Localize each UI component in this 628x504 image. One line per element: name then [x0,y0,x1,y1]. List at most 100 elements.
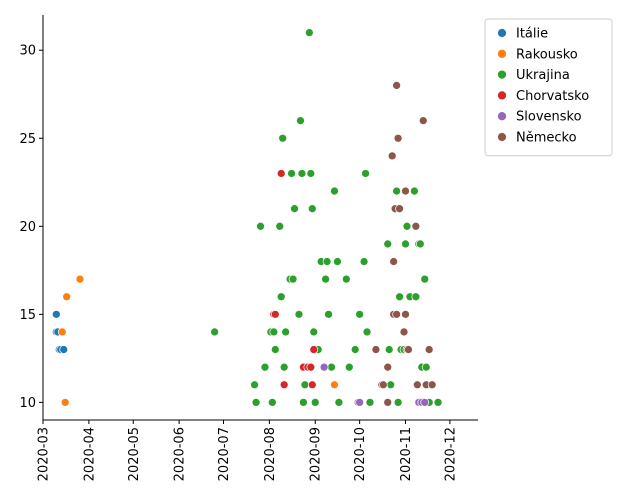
legend-marker [497,69,507,80]
point-nemecko [392,81,401,90]
y-ticks: 10 15 20 25 30 [19,44,43,411]
point-nemecko [418,116,428,126]
point-ukrajina [327,362,336,372]
point-nemecko [427,380,437,390]
point-ukrajina [330,186,339,196]
x-tick-label: 2020-03 [37,427,52,481]
point-ukrajina [270,345,280,354]
x-tick-label: 2020-09 [309,427,324,481]
point-ukrajina [384,345,394,354]
point-ukrajina [365,398,375,407]
point-nemecko [371,345,381,354]
point-nemecko [393,133,403,143]
point-ukrajina [290,204,299,214]
point-chorvatsko [270,309,280,319]
point-ukrajina [324,309,333,319]
point-ukrajina [350,345,360,354]
axes-layer [42,15,478,421]
point-slovensko [355,398,364,407]
point-ukrajina [333,257,342,266]
point-ukrajina [278,133,288,143]
point-nemecko [404,345,413,354]
legend-label: Chorvatsko [516,89,589,104]
point-ukrajina [383,239,393,249]
point-ukrajina [401,239,410,249]
point-ukrajina [287,169,296,178]
legend-label: Německo [516,131,577,146]
legend-label: Itálie [516,27,548,42]
point-slovensko [420,398,430,407]
point-chorvatsko [279,380,289,390]
point-ukrajina [269,327,279,337]
point-ukrajina [310,398,320,407]
point-ukrajina [341,274,351,284]
point-chorvatsko [307,380,317,390]
data-points-layer [51,28,443,407]
point-nemecko [392,309,401,319]
point-ukrajina [322,257,332,266]
point-ukrajina [288,274,298,284]
point-rakousko [62,292,72,302]
point-ukrajina [386,380,396,390]
point-ukrajina [275,221,285,231]
x-tick-label: 2020-08 [263,427,278,481]
legend-marker [497,28,507,38]
point-ukrajina [251,398,261,407]
point-ukrajina [359,257,369,266]
point-ukrajina [344,362,354,372]
x-tick-label: 2020-05 [127,427,142,481]
point-italie [51,309,61,319]
y-tick-label: 20 [19,220,36,235]
point-ukrajina [210,327,219,337]
point-ukrajina [433,398,443,407]
x-ticks: 2020-03 2020-04 2020-05 2020-06 2020-07 2020-… [37,420,458,481]
point-rakousko [57,327,67,337]
point-ukrajina [362,327,372,337]
point-ukrajina [267,398,277,407]
y-tick-label: 30 [19,44,36,59]
x-tick-label: 2020-12 [443,427,458,481]
point-chorvatsko [309,345,319,354]
legend-marker [497,132,507,142]
x-tick-label: 2020-04 [82,427,97,481]
point-nemecko [401,309,410,319]
point-ukrajina [395,292,404,302]
point-ukrajina [276,292,286,302]
point-ukrajina [297,169,307,178]
point-ukrajina [361,169,370,178]
point-nemecko [399,327,409,337]
point-nemecko [389,257,399,266]
point-ukrajina [420,274,430,284]
legend-marker [497,90,507,101]
point-ukrajina [410,186,419,196]
point-ukrajina [260,362,270,372]
legend-box [484,18,613,157]
point-ukrajina [334,398,344,407]
point-italie [59,345,69,354]
y-tick-label: 10 [19,396,36,411]
point-ukrajina [355,309,364,319]
point-ukrajina [250,380,259,390]
legend-label: Slovensko [516,110,582,125]
point-slovensko [319,362,329,372]
point-rakousko [60,398,70,407]
point-chorvatsko [306,362,316,372]
x-tick-label: 2020-11 [399,427,414,481]
point-ukrajina [306,169,316,178]
point-nemecko [412,380,422,390]
legend-label: Ukrajina [516,68,570,83]
point-nemecko [424,345,434,354]
point-nemecko [383,362,393,372]
point-rakousko [330,380,339,390]
point-nemecko [378,380,388,390]
legend: Itálie Rakousko Ukrajina Chorvatsko Slovensk… [484,18,613,157]
point-ukrajina [281,327,291,337]
y-tick-label: 15 [19,308,36,323]
legend-marker [497,111,507,122]
point-ukrajina [415,239,425,249]
legend-marker [497,48,507,59]
point-ukrajina [300,380,310,390]
point-ukrajina [304,28,314,37]
